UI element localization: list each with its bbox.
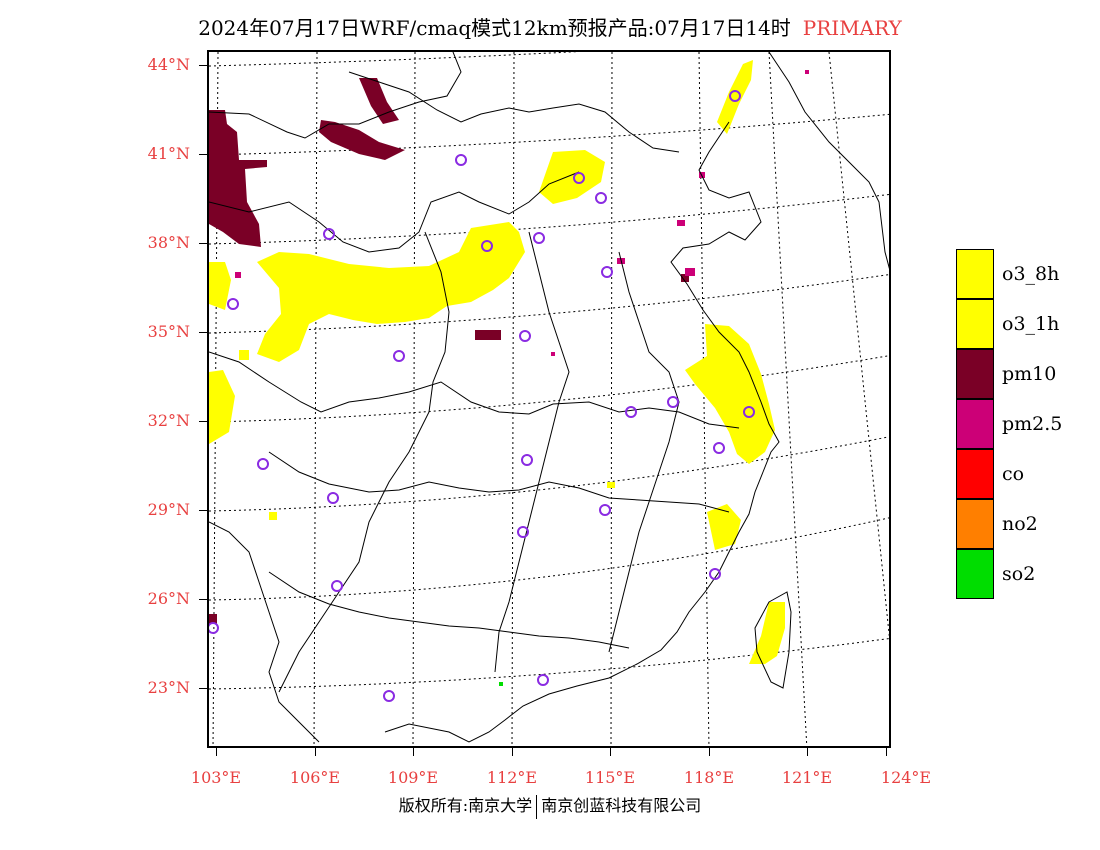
pm10-area-north-1 xyxy=(359,78,399,124)
monitoring-stations xyxy=(209,90,755,702)
o3-area-qinghai xyxy=(209,262,231,310)
o3-area-jiangsu-anhui xyxy=(685,324,775,464)
pm10-area-henan xyxy=(475,330,501,340)
province-boundary-6 xyxy=(608,251,680,653)
o3-area-beijing xyxy=(539,150,605,204)
lat-label-23: 23°N xyxy=(147,678,190,697)
lat-tick xyxy=(199,154,207,155)
o3-area-sichuan xyxy=(209,370,235,444)
legend-swatch xyxy=(956,499,994,549)
legend-swatch xyxy=(956,399,994,449)
lat-tick xyxy=(199,510,207,511)
o3-area-taiwan xyxy=(749,602,785,664)
national-border-northeast xyxy=(768,52,889,269)
legend-swatch xyxy=(956,449,994,499)
lon-tick xyxy=(886,748,887,756)
lon-tick xyxy=(216,748,217,756)
title-text: 2024年07月17日WRF/cmaq模式12km预报产品:07月17日14时 xyxy=(198,16,791,40)
province-boundary-4 xyxy=(278,231,450,693)
pm10-area-north-2 xyxy=(319,120,405,160)
map-canvas[interactable] xyxy=(209,52,891,748)
graticule xyxy=(209,52,889,746)
lon-label-124: 124°E xyxy=(880,768,932,787)
lon-label-115: 115°E xyxy=(584,768,636,787)
lat-label-44: 44°N xyxy=(147,55,190,74)
lon-tick xyxy=(709,748,710,756)
pm10-area-shandong xyxy=(681,274,689,282)
national-border-north xyxy=(209,52,462,139)
legend-item-o3-1h: o3_1h xyxy=(956,299,1096,349)
lon-tick xyxy=(413,748,414,756)
legend-label: co xyxy=(1002,463,1025,485)
province-boundary-2 xyxy=(209,171,580,253)
province-boundary-5 xyxy=(494,231,570,673)
copyright: 版权所有:南京大学 南京创蓝科技有限公司 xyxy=(0,792,1100,819)
lat-tick xyxy=(199,421,207,422)
lat-tick xyxy=(199,65,207,66)
lon-tick xyxy=(807,748,808,756)
legend-swatch xyxy=(956,249,994,299)
legend-item-pm25: pm2.5 xyxy=(956,399,1096,449)
legend-swatch xyxy=(956,549,994,599)
copyright-left: 版权所有:南京大学 xyxy=(398,796,533,815)
so2-area-guangdong xyxy=(499,682,503,686)
lon-label-103: 103°E xyxy=(190,768,242,787)
lon-label-121: 121°E xyxy=(781,768,833,787)
legend-label: pm10 xyxy=(1002,363,1057,385)
province-boundary-9 xyxy=(209,521,320,743)
lon-label-109: 109°E xyxy=(387,768,439,787)
lon-label-112: 112°E xyxy=(486,768,538,787)
o3-area-loess-band xyxy=(257,222,525,362)
lon-tick xyxy=(610,748,611,756)
province-boundary-3 xyxy=(348,71,680,153)
lat-tick xyxy=(199,332,207,333)
legend-item-so2: so2 xyxy=(956,549,1096,599)
legend-swatch xyxy=(956,349,994,399)
boundaries xyxy=(209,52,889,743)
legend-item-co: co xyxy=(956,449,1096,499)
lat-tick xyxy=(199,599,207,600)
copyright-right: 南京创蓝科技有限公司 xyxy=(541,796,702,815)
lat-tick xyxy=(199,243,207,244)
legend-label: pm2.5 xyxy=(1002,413,1063,435)
o3-area-zhejiang-coast xyxy=(707,504,741,550)
lat-label-41: 41°N xyxy=(147,144,190,163)
map-panel[interactable] xyxy=(207,50,891,748)
pollutant-type-label: PRIMARY xyxy=(802,16,902,40)
legend-label: o3_1h xyxy=(1002,313,1060,335)
legend-item-pm10: pm10 xyxy=(956,349,1096,399)
copyright-separator xyxy=(536,794,538,819)
coastline xyxy=(384,121,780,743)
lon-tick xyxy=(315,748,316,756)
pm10-area-yunnan xyxy=(209,614,217,624)
lat-label-29: 29°N xyxy=(147,500,190,519)
province-boundary-1 xyxy=(209,351,740,429)
taiwan-outline xyxy=(754,591,792,689)
province-boundary-7 xyxy=(268,451,730,513)
legend-label: no2 xyxy=(1002,513,1038,535)
lat-label-35: 35°N xyxy=(147,322,190,341)
legend-item-o3-8h: o3_8h xyxy=(956,249,1096,299)
o3-area-northeast xyxy=(717,60,753,134)
lon-label-106: 106°E xyxy=(289,768,341,787)
lon-tick xyxy=(512,748,513,756)
lat-tick xyxy=(199,688,207,689)
legend-label: o3_8h xyxy=(1002,263,1060,285)
pm10-area-inner-mongolia-west xyxy=(209,110,267,247)
map-title: 2024年07月17日WRF/cmaq模式12km预报产品:07月17日14时 P… xyxy=(0,12,1100,41)
lat-label-26: 26°N xyxy=(147,589,190,608)
lat-label-32: 32°N xyxy=(147,411,190,430)
legend: o3_8h o3_1h pm10 pm2.5 co no2 so2 xyxy=(956,249,1096,599)
legend-item-no2: no2 xyxy=(956,499,1096,549)
province-boundary-8 xyxy=(268,571,630,649)
lat-label-38: 38°N xyxy=(147,233,190,252)
legend-label: so2 xyxy=(1002,563,1036,585)
legend-swatch xyxy=(956,299,994,349)
lon-label-118: 118°E xyxy=(683,768,735,787)
o3-areas xyxy=(209,60,785,664)
